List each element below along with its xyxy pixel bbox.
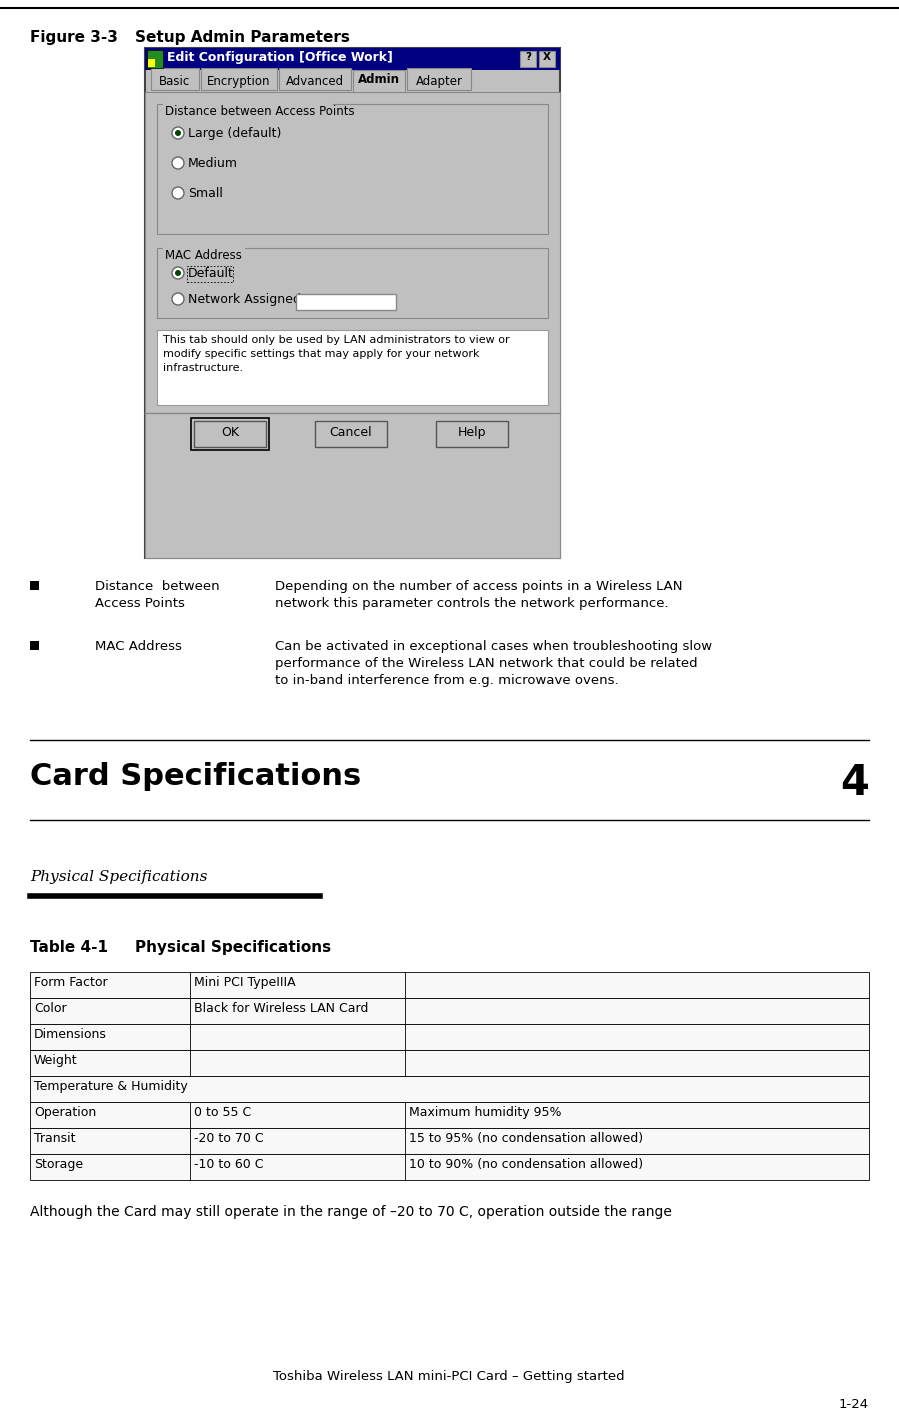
Text: Edit Configuration [Office Work]: Edit Configuration [Office Work] [167, 51, 393, 64]
Circle shape [172, 293, 184, 305]
Text: Table 4-1: Table 4-1 [30, 940, 108, 956]
Bar [157, 329, 548, 405]
Circle shape [172, 187, 184, 199]
Text: Form Factor: Form Factor [34, 976, 108, 988]
Text: Storage: Storage [34, 1157, 83, 1172]
Circle shape [172, 267, 184, 278]
Bar [145, 92, 560, 558]
Text: Toshiba Wireless LAN mini-PCI Card – Getting started: Toshiba Wireless LAN mini-PCI Card – Get… [273, 1370, 625, 1383]
Bar [151, 68, 199, 89]
Circle shape [172, 158, 184, 169]
Bar [315, 420, 387, 447]
Bar [163, 241, 245, 253]
Bar [436, 420, 508, 447]
Text: Default: Default [188, 267, 234, 280]
Text: -20 to 70 C: -20 to 70 C [194, 1132, 263, 1145]
Text: OK: OK [221, 426, 239, 439]
Bar [30, 1154, 869, 1180]
Bar [30, 1049, 869, 1076]
Text: Card Specifications: Card Specifications [30, 763, 361, 791]
Text: Basic: Basic [159, 75, 191, 88]
Text: Help: Help [458, 426, 486, 439]
Bar [539, 51, 555, 67]
Bar [148, 60, 155, 67]
Text: Admin: Admin [358, 72, 400, 87]
Bar [30, 998, 869, 1024]
Text: Medium: Medium [188, 158, 238, 170]
Text: ?: ? [525, 53, 531, 62]
Circle shape [172, 126, 184, 139]
Text: Figure 3-3: Figure 3-3 [30, 30, 118, 45]
Text: Color: Color [34, 1003, 67, 1015]
Text: Small: Small [188, 187, 223, 200]
Text: 10 to 90% (no condensation allowed): 10 to 90% (no condensation allowed) [409, 1157, 643, 1172]
Bar [201, 68, 277, 89]
Text: Network Assigned: Network Assigned [188, 293, 301, 305]
Text: Setup Admin Parameters: Setup Admin Parameters [135, 30, 350, 45]
Text: MAC Address: MAC Address [95, 640, 182, 653]
Bar [157, 104, 548, 234]
Text: Black for Wireless LAN Card: Black for Wireless LAN Card [194, 1003, 369, 1015]
Bar [279, 68, 351, 89]
Text: 4: 4 [841, 763, 869, 804]
Text: Maximum humidity 95%: Maximum humidity 95% [409, 1106, 562, 1119]
Text: Depending on the number of access points in a Wireless LAN
network this paramete: Depending on the number of access points… [275, 579, 682, 611]
Text: Although the Card may still operate in the range of –20 to 70 C, operation outsi: Although the Card may still operate in t… [30, 1206, 672, 1218]
Text: Temperature & Humidity: Temperature & Humidity [34, 1081, 188, 1093]
Bar [30, 973, 869, 998]
Text: 0 to 55 C: 0 to 55 C [194, 1106, 251, 1119]
Text: -10 to 60 C: -10 to 60 C [194, 1157, 263, 1172]
Bar [30, 581, 39, 589]
Text: Cancel: Cancel [330, 426, 372, 439]
Text: Transit: Transit [34, 1132, 76, 1145]
Text: Physical Specifications: Physical Specifications [30, 870, 208, 885]
Text: 15 to 95% (no condensation allowed): 15 to 95% (no condensation allowed) [409, 1132, 643, 1145]
Text: Distance between Access Points: Distance between Access Points [165, 105, 354, 118]
Bar [30, 1024, 869, 1049]
Text: X: X [543, 53, 551, 62]
Text: Dimensions: Dimensions [34, 1028, 107, 1041]
Bar [145, 48, 560, 558]
Text: Can be activated in exceptional cases when troubleshooting slow
performance of t: Can be activated in exceptional cases wh… [275, 640, 712, 687]
Bar [30, 1102, 869, 1127]
Text: Distance  between
Access Points: Distance between Access Points [95, 579, 219, 611]
Bar [147, 50, 163, 68]
Bar [194, 420, 266, 447]
Text: Advanced: Advanced [286, 75, 344, 88]
Bar [296, 294, 396, 310]
Bar [163, 97, 333, 109]
Text: This tab should only be used by LAN administrators to view or
modify specific se: This tab should only be used by LAN admi… [163, 335, 510, 373]
Text: Weight: Weight [34, 1054, 77, 1066]
Bar [520, 51, 536, 67]
Text: Encryption: Encryption [208, 75, 271, 88]
Bar [191, 417, 269, 450]
Text: Mini PCI TypeIIIA: Mini PCI TypeIIIA [194, 976, 296, 988]
Text: Adapter: Adapter [415, 75, 462, 88]
Bar [30, 1127, 869, 1154]
Text: 1-24: 1-24 [839, 1399, 869, 1411]
Circle shape [175, 131, 181, 136]
Circle shape [175, 270, 181, 275]
Bar [353, 70, 405, 92]
Text: Operation: Operation [34, 1106, 96, 1119]
Bar [30, 640, 39, 650]
Bar [407, 68, 471, 89]
Text: MAC Address: MAC Address [165, 248, 242, 263]
Bar [145, 48, 560, 70]
Bar [30, 1076, 869, 1102]
Bar [157, 248, 548, 318]
Text: Physical Specifications: Physical Specifications [135, 940, 331, 956]
Text: Large (default): Large (default) [188, 126, 281, 141]
Bar [187, 266, 233, 283]
